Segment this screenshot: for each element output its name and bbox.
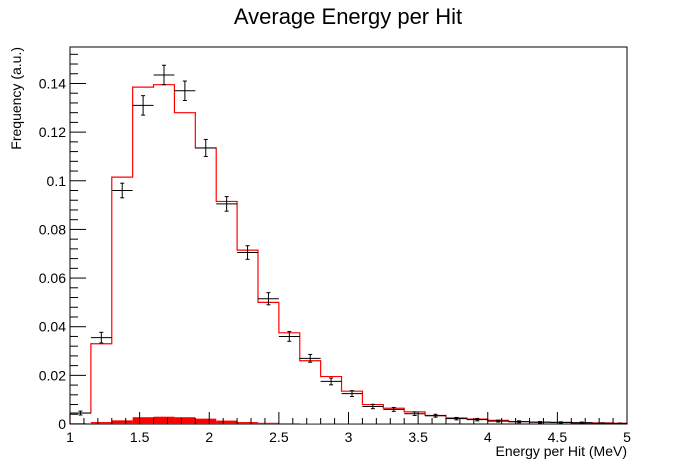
filled-bar (90, 422, 112, 424)
data-point (174, 80, 196, 102)
y-axis-label: Frequency (a.u.) (8, 47, 24, 150)
filled-bar (257, 422, 279, 424)
filled-bar (278, 423, 300, 424)
data-point (613, 422, 627, 425)
data-point (362, 403, 384, 410)
filled-histogram (70, 416, 405, 424)
data-point (216, 196, 238, 212)
filled-bar (216, 420, 238, 424)
data-point (320, 377, 342, 386)
data-point (383, 406, 405, 412)
y-tick-label: 0.12 (39, 124, 66, 140)
data-point (90, 331, 112, 344)
step-line (69, 84, 628, 424)
y-tick-label: 0.14 (39, 75, 66, 91)
y-tick-label: 0 (58, 416, 66, 432)
data-point (195, 138, 217, 157)
data-point (237, 245, 258, 260)
data-point (550, 421, 572, 424)
data-point (571, 421, 593, 425)
data-point (278, 331, 300, 342)
y-tick-label: 0.04 (39, 319, 66, 335)
filled-bar (195, 418, 217, 424)
x-tick-label: 2 (205, 429, 213, 445)
x-axis-label: Energy per Hit (MeV) (496, 443, 627, 459)
data-point (70, 410, 91, 416)
data-point (341, 390, 363, 398)
x-tick-label: 4 (484, 429, 492, 445)
data-point (445, 416, 467, 421)
data-point (466, 417, 488, 422)
data-points-with-errors (70, 64, 627, 425)
data-point (529, 421, 551, 424)
data-point (487, 419, 509, 423)
x-tick-label: 2.5 (269, 429, 289, 445)
y-tick-label: 0.08 (39, 221, 66, 237)
filled-bar (237, 422, 258, 424)
data-point (592, 422, 614, 425)
filled-bar (111, 420, 133, 424)
filled-bar (174, 417, 196, 424)
data-point (425, 413, 446, 418)
x-tick-label: 3.5 (408, 429, 428, 445)
red-step-histogram (69, 84, 628, 424)
x-tick-label: 4.5 (548, 429, 568, 445)
x-tick-label: 3 (345, 429, 353, 445)
data-point (111, 182, 133, 199)
x-tick-label: 1 (66, 429, 74, 445)
x-tick-label: 5 (623, 429, 631, 445)
plot-frame (69, 46, 628, 425)
data-point (404, 411, 426, 416)
y-tick-label: 0.02 (39, 367, 66, 383)
data-point (508, 420, 530, 424)
y-tick-label: 0.06 (39, 270, 66, 286)
data-point (299, 353, 321, 363)
axes: 1 1.5 2 2.5 3 3.5 4 4.5 5 0 0.02 0.04 0.06 0.08 0.1 0.1… (39, 53, 631, 445)
chart-title: Average Energy per Hit (234, 4, 462, 29)
filled-bar (153, 416, 175, 424)
filled-bar (132, 417, 154, 424)
data-point (257, 292, 279, 306)
x-tick-label: 1.5 (130, 429, 150, 445)
y-tick-label: 0.1 (47, 173, 67, 189)
data-point (153, 64, 175, 86)
data-point (132, 95, 154, 116)
